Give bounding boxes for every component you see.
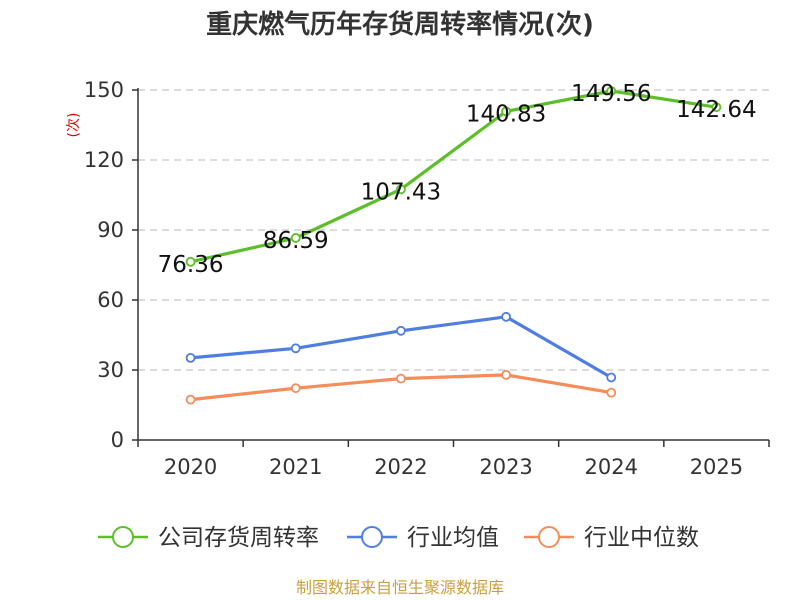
y-tick-label: 90	[97, 218, 124, 242]
source-note: 制图数据来自恒生聚源数据库	[296, 578, 504, 597]
y-tick-label: 120	[84, 148, 124, 172]
series-1-point	[396, 325, 406, 336]
series-1-point	[501, 311, 511, 322]
chart-title: 重庆燃气历年存货周转率情况(次)	[206, 9, 594, 40]
y-tick-label: 30	[97, 358, 124, 382]
legend-item-2[interactable]: 行业中位数	[524, 525, 699, 551]
legend: 公司存货周转率 行业均值 行业中位数	[98, 525, 699, 551]
data-labels: 76.36 86.59 107.43 140.83 149.56 142.64	[158, 81, 757, 278]
series-1-point	[290, 343, 301, 354]
data-label: 142.64	[676, 97, 756, 123]
data-label: 140.83	[466, 101, 546, 127]
series-1-point	[606, 372, 617, 383]
grid-lines	[138, 89, 769, 371]
x-tick-label: 2020	[164, 455, 217, 479]
legend-item-1[interactable]: 行业均值	[347, 525, 499, 551]
series-lines	[185, 86, 722, 405]
series-2-point	[606, 387, 617, 398]
x-tick-label: 2024	[585, 455, 638, 479]
data-label: 149.56	[571, 81, 651, 107]
series-2-point	[290, 383, 301, 394]
series-2-point	[501, 369, 511, 380]
series-2-point	[185, 394, 196, 405]
y-tick-label: 0	[111, 428, 124, 452]
y-tick-label: 60	[97, 288, 124, 312]
legend-label: 行业均值	[407, 525, 499, 551]
series-1-point	[185, 352, 196, 363]
data-label: 86.59	[263, 228, 329, 254]
series-0-point	[711, 102, 722, 113]
y-axis-label: (次)	[66, 113, 82, 138]
series-2-point	[396, 373, 406, 384]
x-axis: 2020 2021 2022 2023 2024 2025	[137, 88, 770, 479]
data-label: 76.36	[158, 252, 224, 278]
x-tick-label: 2021	[269, 455, 322, 479]
x-tick-label: 2022	[374, 455, 427, 479]
series-0-point	[396, 184, 406, 195]
legend-marker	[112, 526, 134, 548]
legend-marker	[361, 526, 383, 548]
series-0-point	[501, 106, 511, 117]
data-label: 107.43	[361, 179, 441, 205]
legend-item-0[interactable]: 公司存货周转率	[98, 525, 319, 551]
legend-label: 公司存货周转率	[158, 525, 319, 551]
series-0-point	[606, 86, 617, 96]
series-0-point	[185, 256, 196, 267]
x-tick-label: 2025	[690, 455, 743, 479]
y-tick-label: 150	[84, 78, 124, 102]
series-0-line	[189, 89, 718, 264]
legend-marker	[538, 526, 560, 548]
x-tick-label: 2023	[479, 455, 532, 479]
y-tick-labels: 0 30 60 90 120 150	[84, 78, 138, 452]
series-0-point	[290, 233, 301, 243]
legend-label: 行业中位数	[584, 525, 699, 551]
